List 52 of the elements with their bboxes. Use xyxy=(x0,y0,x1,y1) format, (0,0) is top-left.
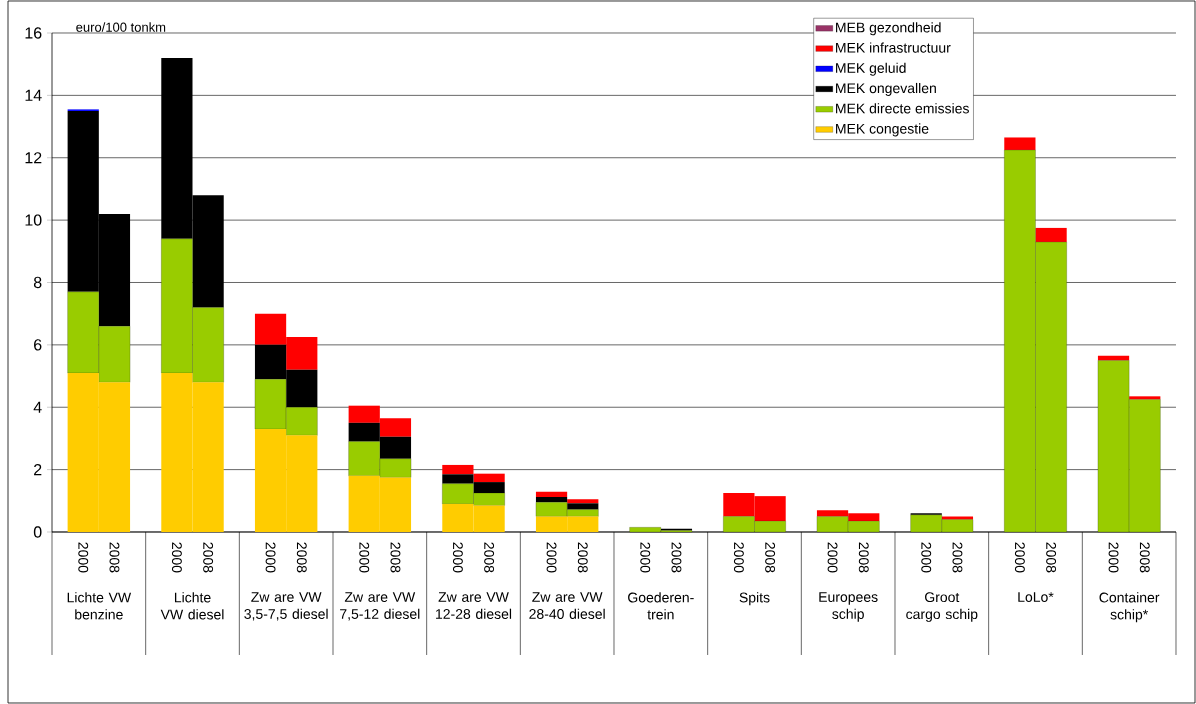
x-tick-label: 2000 xyxy=(171,542,182,573)
text: Zw are VW 12-28 diesel xyxy=(436,592,512,619)
text: Europees schip xyxy=(819,592,878,622)
x-tick-label: 2008 xyxy=(858,542,869,573)
x-tick-label: 2008 xyxy=(390,542,401,573)
x-tick-label: 2000 xyxy=(921,542,932,573)
x-tick-label: 2000 xyxy=(1014,542,1025,573)
x-tick-label: 2008 xyxy=(109,542,120,573)
text: Lichte VW diesel xyxy=(160,592,224,620)
x-tick-label: 2008 xyxy=(671,542,682,573)
x-tick-label: 2000 xyxy=(733,542,744,573)
legend-label: MEB gezondheid xyxy=(836,22,941,36)
text: Groot cargo schip xyxy=(906,592,978,622)
text: Lichte VW benzine xyxy=(67,592,132,620)
x-tick-label: 2000 xyxy=(265,542,276,573)
x-tick-label: 2000 xyxy=(640,542,651,573)
y-tick-label: 14 xyxy=(25,89,42,101)
y-tick-label: 16 xyxy=(25,27,42,39)
x-tick-label: 2008 xyxy=(296,542,307,573)
text: LoLo* xyxy=(1018,592,1054,602)
text: Spits xyxy=(739,592,770,606)
text: Zw are VW 7,5-12 diesel xyxy=(340,592,420,621)
y-tick-label: 4 xyxy=(33,401,42,413)
x-tick-label: 2008 xyxy=(765,542,776,573)
x-tick-label: 2000 xyxy=(452,542,463,573)
y-tick-label: 6 xyxy=(34,339,42,351)
legend-label: MEK ongevallen xyxy=(836,82,936,96)
x-tick-label: 2008 xyxy=(1139,542,1150,573)
text: Container schip* xyxy=(1099,592,1160,623)
y-tick-label: 10 xyxy=(25,214,42,226)
text: Zw are VW 28-40 diesel xyxy=(529,592,605,619)
legend-label: MEK congestie xyxy=(836,123,929,137)
legend-label: MEK infrastructuur xyxy=(836,42,951,53)
y-tick-label: 2 xyxy=(34,464,42,476)
text: Goederen- trein xyxy=(628,592,694,620)
x-tick-label: 2000 xyxy=(546,542,557,573)
x-tick-label: 2000 xyxy=(1108,542,1119,573)
x-tick-label: 2008 xyxy=(1046,542,1057,573)
legend-label: MEK directe emissies xyxy=(836,103,969,114)
x-tick-label: 2008 xyxy=(203,542,214,573)
legend-label: MEK geluid xyxy=(836,62,906,76)
y-tick-label: 8 xyxy=(33,276,42,289)
y-tick-label: 12 xyxy=(25,152,42,164)
x-tick-label: 2008 xyxy=(577,542,588,573)
y-tick-label: 0 xyxy=(33,526,42,538)
x-tick-label: 2000 xyxy=(359,542,370,573)
x-tick-label: 2008 xyxy=(952,542,963,573)
text: Zw are VW 3,5-7,5 diesel xyxy=(244,592,328,621)
x-tick-label: 2008 xyxy=(484,542,495,573)
x-tick-label: 2000 xyxy=(827,542,838,573)
x-tick-label: 2000 xyxy=(78,542,89,573)
y-axis-title: euro/100 tonkm xyxy=(76,22,166,32)
